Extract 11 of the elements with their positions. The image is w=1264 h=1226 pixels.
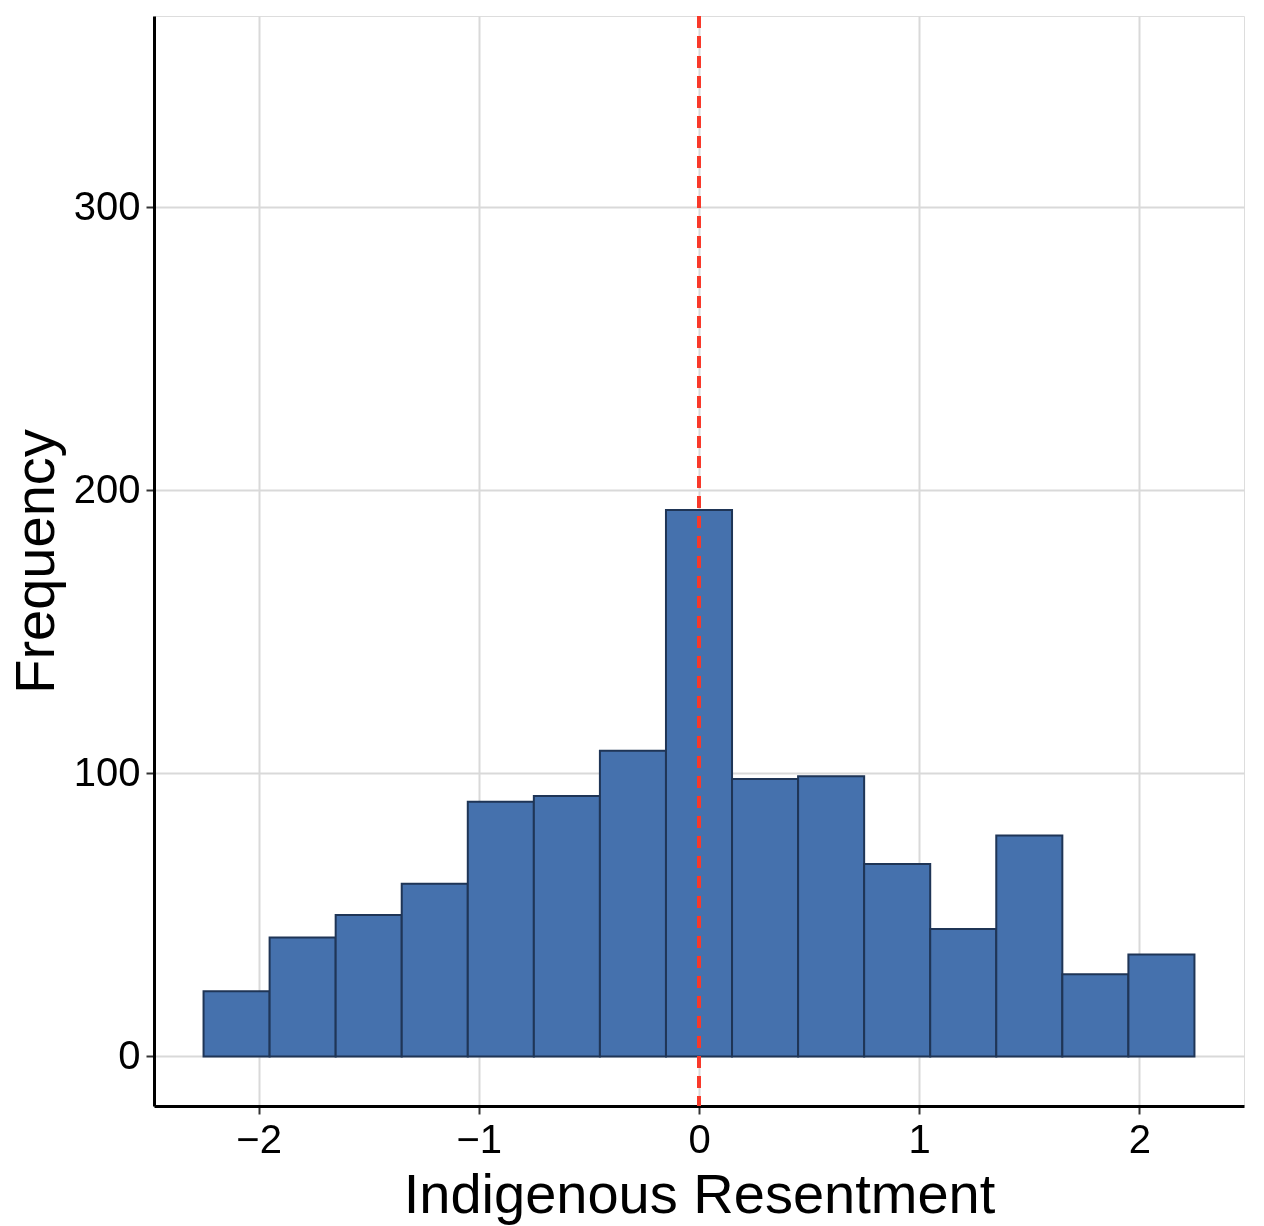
x-tick-label: −2 — [236, 1116, 282, 1161]
x-axis-title: Indigenous Resentment — [403, 1161, 996, 1225]
x-tick-label: 2 — [1128, 1116, 1152, 1161]
y-tick-label: 0 — [118, 1032, 141, 1077]
x-tick-label: −1 — [456, 1116, 503, 1161]
x-tick-label: 0 — [688, 1116, 711, 1161]
y-axis-title: Frequency — [2, 429, 66, 694]
y-tick-label: 300 — [73, 183, 141, 228]
y-tick-label: 100 — [73, 749, 141, 794]
x-tick-label: 1 — [908, 1116, 931, 1161]
y-tick-label: 200 — [73, 466, 141, 511]
